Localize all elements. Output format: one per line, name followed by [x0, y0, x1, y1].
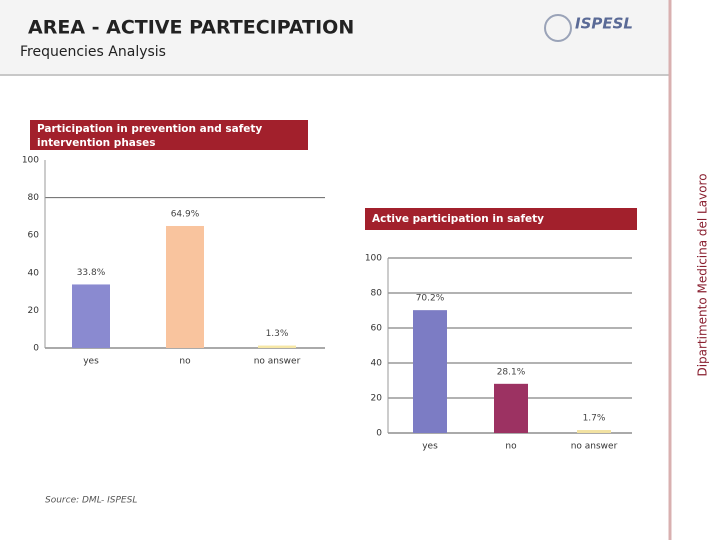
y-tick-label: 0 — [33, 344, 39, 354]
x-tick-label: no answer — [254, 357, 301, 367]
chart-title: Active participation in safety — [372, 213, 544, 225]
y-tick-label: 20 — [28, 306, 40, 316]
source: Source: DML- ISPESL — [45, 496, 137, 506]
y-tick-label: 20 — [371, 394, 383, 404]
chart-title: Participation in prevention and safety in… — [37, 123, 262, 149]
value-label: 70.2% — [416, 294, 445, 304]
header-band — [0, 0, 670, 75]
y-tick-label: 40 — [371, 359, 383, 369]
x-tick-label: yes — [422, 442, 438, 452]
value-label: 33.8% — [77, 268, 106, 278]
bar — [166, 225, 204, 348]
title: AREA - ACTIVE PARTECIPATION — [28, 17, 354, 39]
logo-emblem — [544, 14, 572, 42]
bar — [494, 383, 528, 433]
x-tick-label: no — [505, 442, 517, 452]
x-tick-label: no answer — [571, 442, 618, 452]
x-tick-label: no — [179, 357, 191, 367]
y-tick-label: 0 — [376, 429, 382, 439]
chart-title-bar — [365, 208, 637, 230]
value-label: 64.9% — [171, 209, 200, 219]
y-tick-label: 40 — [28, 268, 40, 278]
bar — [72, 284, 110, 348]
bar — [413, 310, 447, 433]
bar — [577, 430, 611, 433]
y-tick-label: 80 — [371, 289, 383, 299]
bar — [258, 345, 296, 348]
y-tick-label: 100 — [365, 254, 382, 264]
y-tick-label: 80 — [28, 193, 40, 203]
side-label: Dipartimento Medicina del Lavoro — [696, 173, 710, 376]
value-label: 28.1% — [497, 367, 526, 377]
value-label: 1.3% — [266, 329, 289, 339]
y-tick-label: 100 — [22, 156, 39, 166]
y-tick-label: 60 — [371, 324, 383, 334]
x-tick-label: yes — [83, 357, 99, 367]
y-tick-label: 60 — [28, 231, 40, 241]
chart-title-bar — [30, 120, 308, 150]
value-label: 1.7% — [583, 414, 606, 424]
subtitle: Frequencies Analysis — [20, 44, 166, 60]
logo-text: ISPESL — [575, 15, 633, 33]
